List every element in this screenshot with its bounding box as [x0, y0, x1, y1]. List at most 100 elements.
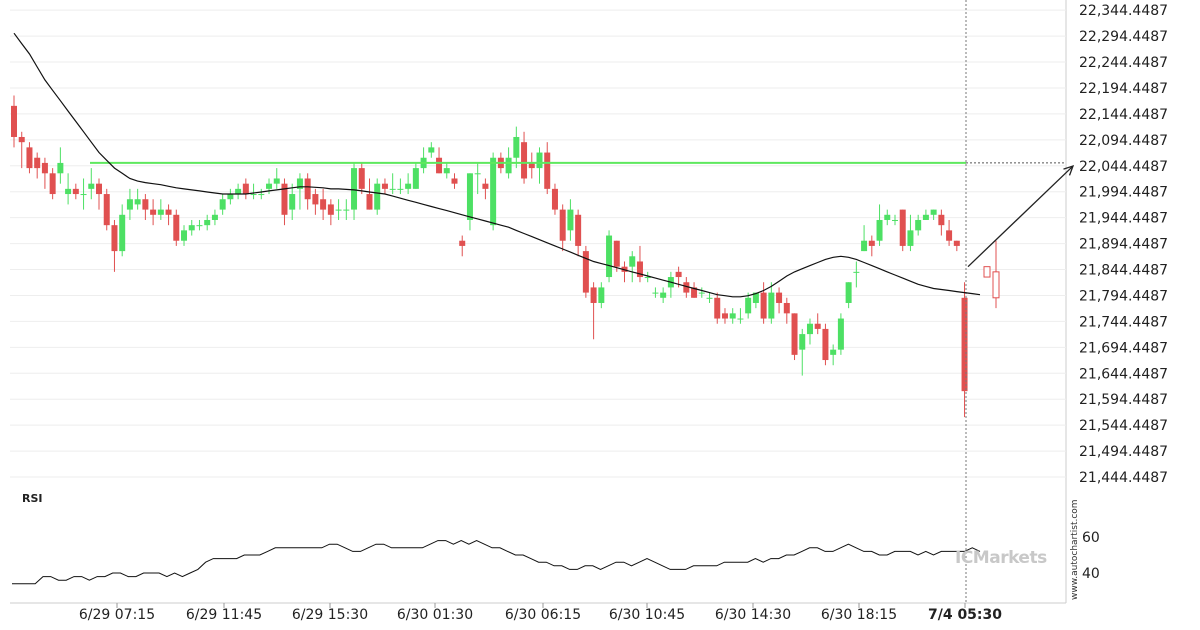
moving-average-line: [13, 32, 981, 298]
y-tick-label: 21,694.4487: [1079, 340, 1168, 356]
candle-body: [474, 173, 481, 175]
candle-body: [961, 297, 968, 392]
candle-body: [165, 209, 172, 215]
candle-body: [103, 194, 110, 226]
candle-body: [691, 287, 698, 298]
candle-body: [884, 214, 891, 220]
candle-body: [134, 199, 141, 205]
x-tick-label: 6/29 07:15: [79, 607, 155, 623]
candle-body: [845, 282, 852, 303]
watermarks: ICMarkets www.autochartist.com: [955, 499, 1080, 600]
x-tick-label: 6/30 01:30: [397, 607, 473, 623]
candle-body: [505, 157, 512, 174]
x-tick-label: 6/30 06:15: [505, 607, 581, 623]
candle-body: [65, 188, 72, 195]
side-watermark: www.autochartist.com: [1070, 499, 1080, 600]
candle-body: [34, 157, 41, 169]
x-tick-label: 6/30 18:15: [821, 607, 897, 623]
candle-body: [683, 282, 690, 293]
rsi-tick-label: 40: [1082, 566, 1100, 582]
candle-body: [188, 225, 195, 231]
candle-body: [868, 240, 875, 246]
candle-body: [266, 183, 273, 189]
candle-body: [296, 178, 303, 189]
candle-body: [644, 277, 651, 279]
y-tick-label: 21,994.4487: [1079, 185, 1168, 201]
candle-body: [343, 209, 350, 211]
candle-body: [660, 292, 667, 298]
x-tick-label: 6/30 14:30: [715, 607, 791, 623]
rsi-tick-label: 60: [1082, 530, 1100, 546]
candle-body: [915, 219, 922, 231]
forecast-arrow-line: [967, 165, 1074, 268]
candle-body: [490, 157, 497, 226]
candle-body: [320, 199, 327, 210]
candle-body: [26, 147, 33, 169]
y-tick-label: 21,844.4487: [1079, 263, 1168, 279]
candle-body: [938, 214, 945, 226]
candle-body: [142, 199, 149, 210]
candle-body: [327, 204, 334, 215]
candle-body: [242, 183, 249, 195]
candle-body: [613, 240, 620, 267]
y-tick-label: 21,744.4487: [1079, 314, 1168, 330]
y-tick-label: 21,894.4487: [1079, 237, 1168, 253]
rsi-line: [12, 540, 981, 585]
brand-watermark: ICMarkets: [955, 548, 1047, 568]
candle-body: [830, 349, 837, 355]
candle-body: [389, 188, 396, 190]
y-tick-label: 22,244.4487: [1079, 55, 1168, 71]
candle-body: [204, 219, 211, 226]
candle-body: [219, 199, 226, 210]
candle-body: [752, 292, 759, 303]
candle-body: [714, 297, 721, 319]
candle-body: [876, 219, 883, 241]
y-tick-label: 21,544.4487: [1079, 418, 1168, 434]
candle-body: [799, 334, 806, 350]
rsi-label: RSI: [22, 492, 43, 505]
candle-body: [513, 136, 520, 158]
candle-body: [907, 230, 914, 246]
x-axis: 6/29 07:15 6/29 11:45 6/29 15:30 6/30 01:30…: [79, 603, 1002, 623]
candle-body: [289, 194, 296, 210]
y-axis: 22,344.4487 22,294.4487 22,244.4487 22,194.…: [1079, 3, 1168, 486]
projected-candle: [992, 271, 1000, 299]
y-tick-label: 22,044.4487: [1079, 159, 1168, 175]
candle-body: [381, 183, 388, 189]
y-tick-label: 21,794.4487: [1079, 288, 1168, 304]
candle-body: [351, 168, 358, 210]
candle-body: [760, 292, 767, 319]
candle-body: [374, 183, 381, 210]
y-tick-label: 21,494.4487: [1079, 444, 1168, 460]
candle-body: [211, 214, 218, 220]
candle-body: [737, 318, 744, 320]
candle-body: [953, 240, 960, 246]
y-tick-label: 22,094.4487: [1079, 133, 1168, 149]
candle-body: [227, 194, 234, 200]
y-tick-label: 22,194.4487: [1079, 81, 1168, 97]
candle-body: [528, 162, 535, 169]
candle-body: [412, 168, 419, 189]
y-tick-label: 21,444.4487: [1079, 470, 1168, 486]
candle-body: [598, 287, 605, 303]
candle-body: [459, 240, 466, 246]
candle-body: [335, 209, 342, 211]
candle-body: [791, 313, 798, 355]
x-tick-label: 6/29 15:30: [292, 607, 368, 623]
y-tick-label: 22,144.4487: [1079, 107, 1168, 123]
candle-body: [806, 323, 813, 335]
candle-body: [126, 199, 133, 210]
candle-body: [88, 183, 95, 189]
candle-body: [49, 173, 56, 195]
candle-body: [312, 194, 319, 205]
candle-body: [11, 105, 17, 137]
gridlines: [10, 0, 1067, 604]
candle-body: [861, 240, 868, 252]
candle-body: [551, 188, 558, 210]
candle-body: [768, 292, 775, 319]
candle-body: [173, 214, 180, 241]
rsi-panel: RSI 60 40: [12, 492, 1100, 585]
candle-body: [397, 188, 404, 190]
candle-body: [891, 219, 898, 221]
candle-body: [111, 225, 118, 252]
